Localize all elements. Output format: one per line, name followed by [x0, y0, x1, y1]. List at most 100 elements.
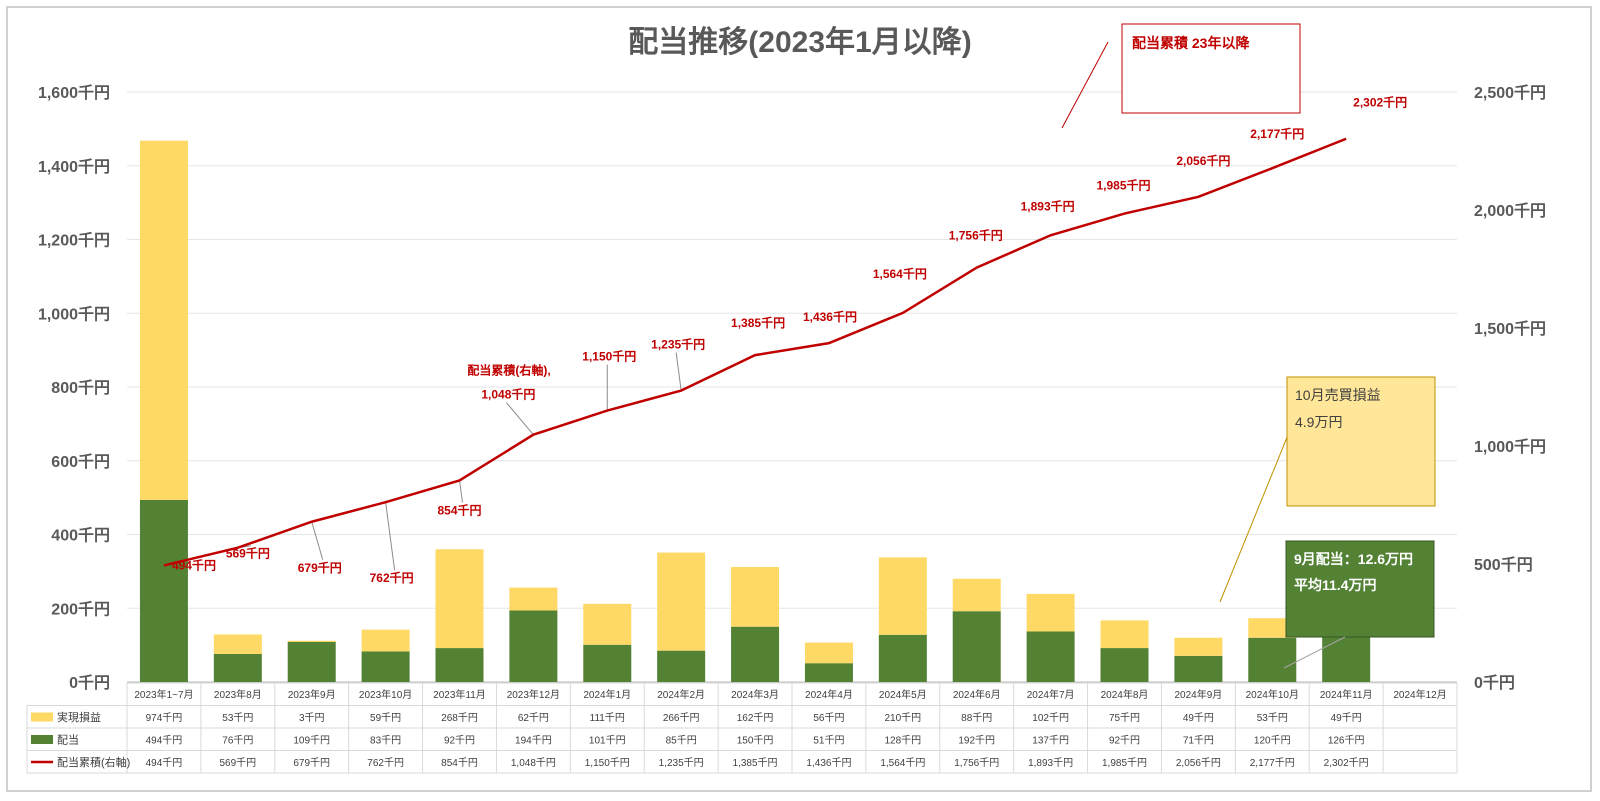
right-tick-label: 1,500千円	[1474, 320, 1546, 338]
left-axis: 0千円 200千円 400千円 600千円 800千円 1,000千円 1,200千円 1,4…	[38, 84, 110, 692]
bar-realized-gain	[287, 640, 336, 642]
bar-dividend	[287, 641, 336, 682]
category-label: 2024年9月	[1174, 688, 1222, 701]
table-cell: 102千円	[1032, 712, 1069, 724]
right-tick-label: 1,000千円	[1474, 438, 1546, 456]
cumulative-data-label: 1,436千円	[803, 309, 857, 324]
label-leader-line	[506, 402, 534, 435]
label-leader-line	[385, 502, 396, 571]
callout-pointer	[1283, 636, 1346, 669]
cumulative-data-label: 494千円	[172, 557, 216, 572]
table-cell: 71千円	[1183, 735, 1214, 747]
table-cell: 75千円	[1109, 712, 1140, 724]
left-tick-label: 1,400千円	[38, 158, 110, 176]
table-cell: 494千円	[146, 757, 183, 769]
category-label: 2023年9月	[288, 688, 336, 701]
category-label: 2023年11月	[433, 688, 486, 701]
table-cell: 266千円	[663, 712, 700, 724]
october-note-value: 4.9万円	[1295, 414, 1342, 430]
cumulative-note-box	[1121, 23, 1301, 114]
bar-realized-gain	[657, 552, 706, 651]
cumulative-data-label: 854千円	[438, 502, 482, 517]
category-label: 2023年8月	[214, 688, 262, 701]
table-cell: 83千円	[370, 735, 401, 747]
category-label: 2024年4月	[805, 688, 853, 701]
september-note-dividend: 9月配当：12.6万円	[1294, 551, 1413, 567]
bar-realized-gain	[804, 642, 853, 664]
september-note-average: 平均11.4万円	[1294, 577, 1376, 593]
table-cell: 49千円	[1331, 712, 1362, 724]
legend-label: 配当	[57, 733, 79, 747]
right-axis: 0千円 500千円 1,000千円 1,500千円 2,000千円 2,500千円	[1474, 84, 1546, 692]
table-cell: 854千円	[441, 757, 478, 769]
bar-realized-gain	[878, 557, 927, 635]
right-tick-label: 500千円	[1474, 556, 1533, 574]
callout-pointer	[1219, 429, 1291, 603]
table-cell: 92千円	[444, 735, 475, 747]
cumulative-data-label: 1,893千円	[1021, 198, 1075, 213]
table-cell: 53千円	[222, 712, 253, 724]
table-cell: 1,756千円	[954, 757, 999, 769]
callout-pointer	[1061, 41, 1109, 129]
table-cell: 53千円	[1257, 712, 1288, 724]
bar-realized-gain	[952, 578, 1001, 612]
table-cell: 101千円	[589, 735, 626, 747]
category-label: 2024年7月	[1027, 688, 1075, 701]
cumulative-line-series	[163, 137, 1347, 567]
table-cell: 3千円	[299, 712, 325, 724]
bar-dividend	[139, 499, 188, 682]
cumulative-data-label: 1,048千円	[481, 387, 535, 402]
table-cell: 974千円	[146, 712, 183, 724]
category-label: 2023年10月	[359, 688, 412, 701]
label-leader-line	[459, 480, 463, 503]
table-cell: 1,048千円	[511, 757, 556, 769]
table-cell: 111千円	[590, 712, 625, 724]
table-cell: 1,150千円	[585, 757, 630, 769]
october-note-title: 10月売買損益	[1295, 387, 1381, 403]
table-cell: 62千円	[518, 712, 549, 724]
right-tick-label: 0千円	[1474, 674, 1515, 692]
table-cell: 192千円	[958, 735, 995, 747]
bar-realized-gain	[1100, 620, 1149, 649]
category-label: 2024年12月	[1393, 688, 1446, 701]
bar-realized-gain	[1248, 618, 1297, 638]
cumulative-data-label: 1,756千円	[949, 228, 1003, 243]
category-label: 2024年8月	[1101, 688, 1149, 701]
bar-dividend	[952, 611, 1001, 682]
cumulative-data-label: 679千円	[298, 560, 342, 575]
table-cell: 49千円	[1183, 712, 1214, 724]
bar-realized-gain	[1026, 593, 1075, 632]
bar-series	[139, 140, 1371, 682]
table-cell: 120千円	[1254, 735, 1291, 747]
label-leader-line	[311, 521, 324, 560]
table-cell: 2,177千円	[1250, 757, 1295, 769]
bar-dividend	[1322, 635, 1371, 682]
table-cell: 85千円	[666, 735, 697, 747]
cumulative-data-labels: 494千円 569千円 679千円 762千円 854千円 1,048千円配当累積(右軸)…	[172, 95, 1407, 585]
cumulative-line	[163, 137, 1347, 567]
table-cell: 109千円	[293, 735, 330, 747]
bar-realized-gain	[213, 634, 262, 654]
cumulative-data-label: 2,177千円	[1250, 126, 1304, 141]
bar-realized-gain	[435, 549, 484, 649]
category-label: 2024年3月	[731, 688, 779, 701]
series-name-label: 配当累積(右軸),	[467, 363, 550, 378]
table-cell: 194千円	[515, 735, 552, 747]
table-cell: 162千円	[737, 712, 774, 724]
table-cell: 494千円	[146, 735, 183, 747]
legend-label: 配当累積(右軸)	[57, 755, 130, 769]
table-cell: 51千円	[813, 735, 844, 747]
table-cell: 210千円	[884, 712, 921, 724]
right-tick-label: 2,500千円	[1474, 84, 1546, 102]
bar-dividend	[804, 663, 853, 682]
cumulative-data-label: 1,385千円	[731, 315, 785, 330]
bar-dividend	[1174, 655, 1223, 682]
cumulative-data-label: 569千円	[226, 546, 270, 561]
chart-title: 配当推移(2023年1月以降)	[628, 26, 971, 59]
left-tick-label: 0千円	[69, 674, 110, 692]
cumulative-data-label: 1,564千円	[873, 266, 927, 281]
chart-frame	[6, 6, 1592, 792]
table-cell: 59千円	[370, 712, 401, 724]
table-cell: 1,893千円	[1028, 757, 1073, 769]
table-cell: 2,056千円	[1176, 757, 1221, 769]
